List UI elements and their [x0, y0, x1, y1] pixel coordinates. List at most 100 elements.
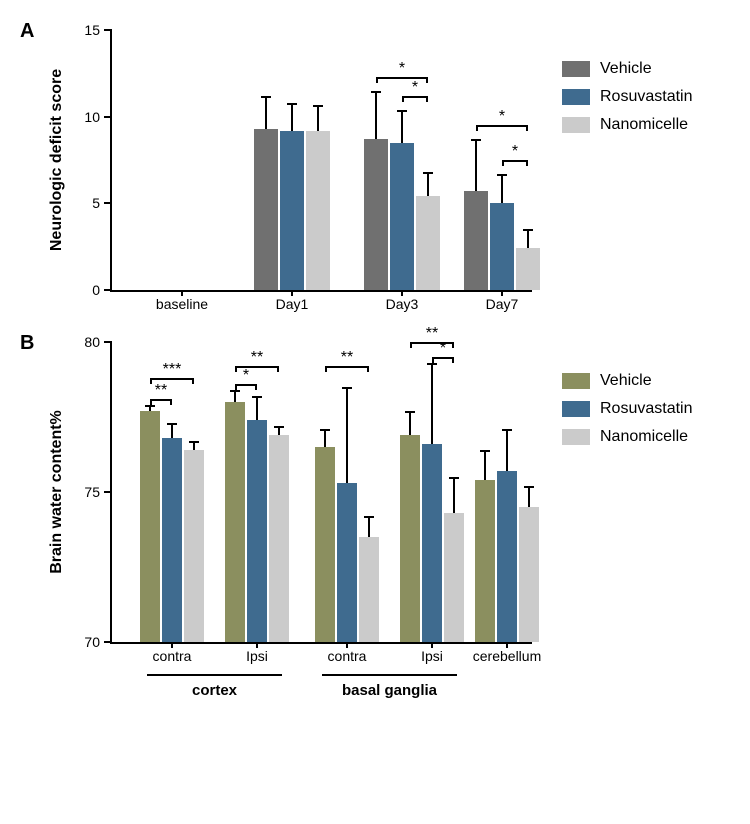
error-bar [501, 174, 503, 203]
bar [516, 248, 540, 290]
sig-bracket [235, 366, 279, 368]
bar [247, 420, 267, 642]
group-underline [147, 674, 282, 676]
sig-bracket [476, 125, 528, 127]
error-bar [346, 387, 348, 483]
bar [184, 450, 204, 642]
error-bar [265, 96, 267, 129]
sig-label: * [399, 61, 405, 77]
sig-label: * [499, 109, 505, 125]
legend-swatch [562, 429, 590, 445]
x-tick-label: contra [153, 642, 192, 664]
sig-bracket [376, 77, 428, 79]
panel-b: B 707580Brain water content%contraIpsico… [20, 332, 730, 644]
legend-swatch [562, 89, 590, 105]
error-bar [453, 477, 455, 513]
bar [162, 438, 182, 642]
y-axis-title: Neurologic deficit score [48, 69, 66, 251]
sig-label: *** [163, 362, 182, 378]
bar-group [400, 435, 464, 642]
sig-label: ** [251, 350, 263, 366]
sig-bracket [410, 342, 454, 344]
chart-b-plot: 707580Brain water content%contraIpsicont… [110, 342, 532, 644]
legend-label: Rosuvastatin [600, 88, 693, 106]
legend-item: Vehicle [562, 60, 693, 78]
sig-bracket [235, 384, 257, 386]
bar-group [254, 129, 330, 290]
legend-item: Rosuvastatin [562, 400, 693, 418]
bar [422, 444, 442, 642]
sig-label: * [512, 144, 518, 160]
x-tick-label: Ipsi [421, 642, 443, 664]
x-tick-label: Day1 [276, 290, 309, 312]
bar [400, 435, 420, 642]
x-tick-label: Ipsi [246, 642, 268, 664]
panel-a: A 051015Neurologic deficit scorebaseline… [20, 20, 730, 292]
error-bar [256, 396, 258, 420]
error-bar [234, 390, 236, 402]
bar [337, 483, 357, 642]
error-bar [484, 450, 486, 480]
error-bar [375, 91, 377, 140]
error-bar [475, 139, 477, 191]
sig-bracket [150, 399, 172, 401]
x-tick-label: Day7 [486, 290, 519, 312]
panel-a-label: A [20, 20, 34, 43]
bar [306, 131, 330, 290]
legend-label: Rosuvastatin [600, 400, 693, 418]
chart-b-area: 707580Brain water content%contraIpsicont… [110, 342, 532, 644]
sig-label: ** [426, 326, 438, 342]
bar [416, 196, 440, 290]
y-tick-label: 80 [84, 334, 112, 350]
y-tick-label: 10 [84, 109, 112, 125]
error-bar [324, 429, 326, 447]
legend-a: Vehicle Rosuvastatin Nanomicelle [562, 60, 693, 144]
sig-bracket [432, 357, 454, 359]
legend-label: Nanomicelle [600, 116, 688, 134]
legend-swatch [562, 61, 590, 77]
bar-group [225, 402, 289, 642]
sig-label: ** [341, 350, 353, 366]
error-bar [401, 110, 403, 143]
sig-label: * [440, 341, 446, 357]
error-bar [171, 423, 173, 438]
error-bar [427, 172, 429, 196]
bar-group [364, 139, 440, 290]
error-bar [527, 229, 529, 248]
bar [475, 480, 495, 642]
chart-a-row: 051015Neurologic deficit scorebaselineDa… [20, 20, 730, 292]
error-bar [528, 486, 530, 507]
bar-group [464, 191, 540, 290]
bar [444, 513, 464, 642]
legend-b: Vehicle Rosuvastatin Nanomicelle [562, 372, 693, 456]
legend-label: Vehicle [600, 60, 652, 78]
bar [464, 191, 488, 290]
sig-label: * [412, 80, 418, 96]
error-bar [431, 363, 433, 444]
sig-bracket [150, 378, 194, 380]
bar [254, 129, 278, 290]
error-bar [278, 426, 280, 435]
error-bar [506, 429, 508, 471]
bar-group [475, 471, 539, 642]
bar-group [140, 411, 204, 642]
legend-label: Vehicle [600, 372, 652, 390]
error-bar [149, 405, 151, 411]
error-bar [368, 516, 370, 537]
bar [490, 203, 514, 290]
bar [269, 435, 289, 642]
bar [497, 471, 517, 642]
group-label: basal ganglia [342, 682, 437, 699]
legend-swatch [562, 401, 590, 417]
x-tick-label: contra [328, 642, 367, 664]
error-bar [317, 105, 319, 131]
y-tick-label: 0 [92, 282, 112, 298]
sig-label: ** [155, 383, 167, 399]
sig-bracket [325, 366, 369, 368]
bar [359, 537, 379, 642]
group-label: cortex [192, 682, 237, 699]
y-tick-label: 75 [84, 484, 112, 500]
x-tick-label: Day3 [386, 290, 419, 312]
legend-item: Nanomicelle [562, 428, 693, 446]
legend-item: Vehicle [562, 372, 693, 390]
